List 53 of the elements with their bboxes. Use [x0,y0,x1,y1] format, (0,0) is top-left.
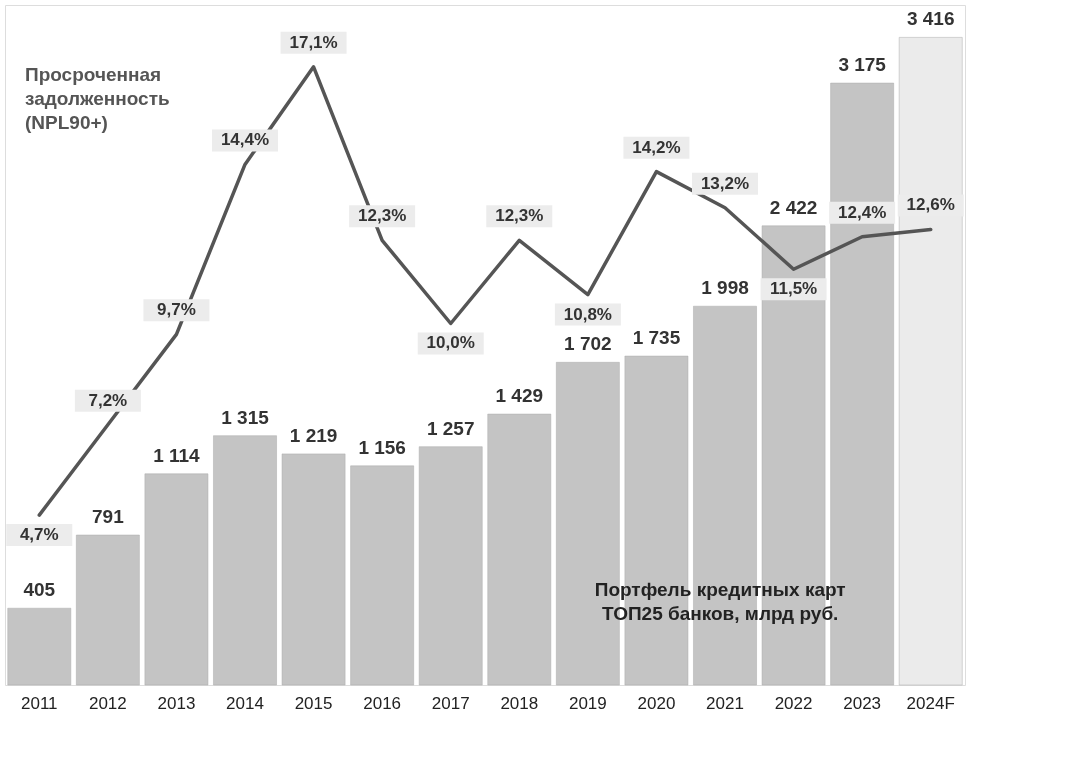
x-tick-label: 2016 [363,693,402,713]
data-label: 9,7% [157,300,196,320]
x-tick-label: 2021 [706,693,744,713]
bar [487,413,552,686]
bar [213,435,277,686]
text: Просроченная задолженность (NPL90+) [25,64,170,133]
data-label: 1 429 [495,385,544,407]
x-tick-label: 2019 [568,693,607,713]
data-label: 405 [23,579,56,601]
data-label: 1 315 [221,406,270,428]
data-label: 3 175 [838,54,887,76]
bar [898,37,963,686]
x-tick-label: 2024F [906,693,955,713]
x-tick-label: 2017 [431,693,470,713]
data-label: 14,2% [632,137,681,157]
x-tick-label: 2013 [157,693,196,713]
data-label: 12,6% [906,195,955,215]
data-label: 1 735 [632,327,681,349]
bar [418,446,483,686]
data-label: 2 422 [769,196,818,218]
data-label: 17,1% [289,32,338,52]
data-label: 1 219 [289,424,338,446]
data-label: 10,0% [426,333,475,353]
x-tick-label: 2015 [294,693,333,713]
bar [350,465,414,686]
data-label: 1 156 [358,436,406,458]
series-label: Портфель кредитных карт ТОП25 банков, млрд руб. [594,578,846,624]
bar [76,534,140,686]
x-tick-label: 2011 [21,693,58,713]
x-tick-label: 2022 [774,693,813,713]
data-label: 12,3% [358,206,407,226]
data-label: 7,2% [88,390,128,410]
bar [144,473,209,686]
data-label: 1 998 [701,277,749,299]
data-label: 12,3% [495,206,544,226]
data-label: 14,4% [220,130,270,150]
data-label: 12,4% [838,202,887,222]
x-tick-label: 2023 [843,693,882,713]
data-label: 13,2% [700,173,750,193]
data-label: 1 114 [153,444,201,466]
x-tick-label: 2012 [88,693,127,713]
data-label: 11,5% [769,279,818,299]
x-tick-label: 2018 [500,693,539,713]
data-label: 1 257 [426,417,475,439]
x-tick-label: 2014 [226,693,264,713]
bar [281,453,346,686]
bar [7,607,72,686]
data-label: 791 [92,506,125,528]
data-label: 1 702 [564,333,612,355]
data-label: 4,7% [19,525,59,545]
data-label: 10,8% [563,304,612,324]
data-label: 3 416 [906,8,955,30]
x-tick-label: 2020 [637,693,676,713]
